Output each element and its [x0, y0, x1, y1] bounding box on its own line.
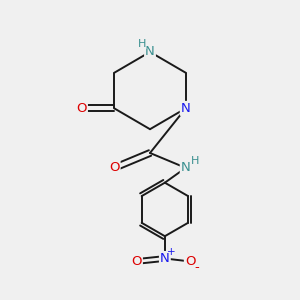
Text: O: O [76, 102, 87, 115]
Text: -: - [194, 262, 199, 275]
Text: H: H [191, 156, 200, 166]
Text: N: N [181, 102, 190, 115]
Text: H: H [137, 39, 146, 49]
Text: N: N [160, 252, 170, 265]
Text: +: + [167, 247, 176, 257]
Text: O: O [185, 255, 195, 268]
Text: N: N [145, 45, 155, 58]
Text: N: N [181, 161, 190, 174]
Text: O: O [131, 255, 142, 268]
Text: O: O [109, 161, 120, 174]
